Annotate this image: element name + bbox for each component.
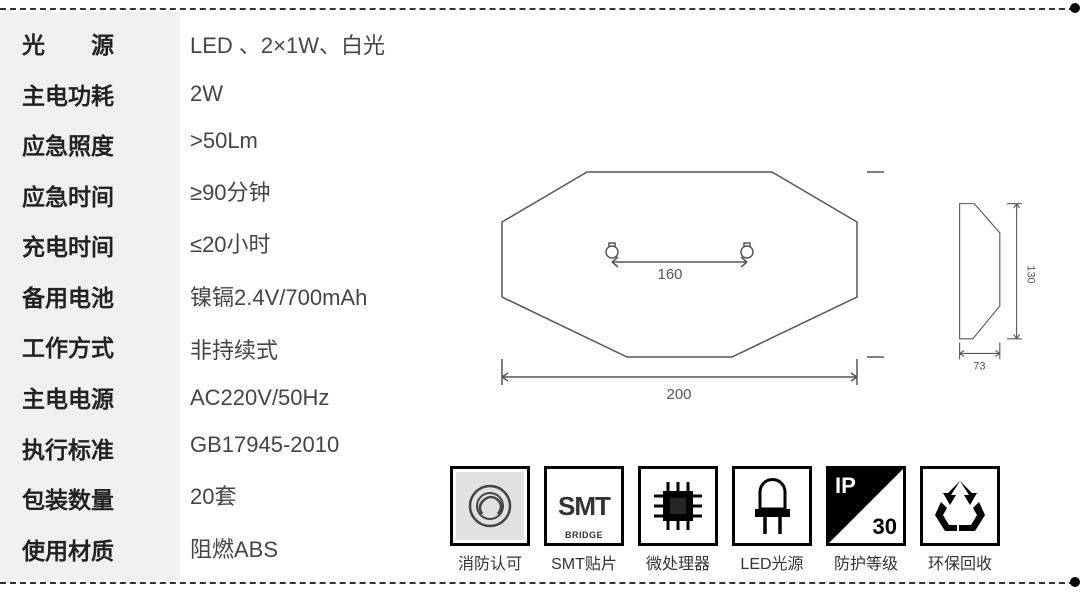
- spec-value: AC220V/50Hz: [190, 385, 430, 411]
- smt-icon: SMT BRIDGE: [544, 466, 624, 546]
- cert-smt: SMT BRIDGE SMT贴片: [544, 466, 624, 574]
- cert-ip-rating: IP 30 防护等级: [826, 466, 906, 574]
- spec-labels-column: 光 源 主电功耗 应急照度 应急时间 充电时间 备用电池 工作方式 主电电源 执…: [0, 12, 180, 580]
- dim-front-width: 200: [666, 386, 691, 403]
- top-divider: [0, 8, 1075, 10]
- spec-label: 备用电池: [22, 279, 162, 313]
- spec-label: 使用材质: [22, 532, 162, 566]
- front-view-diagram: 160 200: [472, 147, 892, 422]
- bottom-divider: [0, 582, 1075, 584]
- spec-value: 阻燃ABS: [190, 532, 430, 564]
- cert-caption: SMT贴片: [551, 550, 617, 574]
- cert-caption: 消防认可: [458, 550, 522, 574]
- spec-value: 2W: [190, 81, 430, 107]
- spec-value: 20套: [190, 479, 430, 511]
- spec-label: 光 源: [22, 26, 162, 60]
- spec-value: 非持续式: [190, 333, 430, 365]
- spec-label: 主电电源: [22, 380, 162, 414]
- cert-caption: 环保回收: [928, 550, 992, 574]
- led-icon: [732, 466, 812, 546]
- dim-side-depth: 73: [973, 361, 985, 373]
- cert-caption: LED光源: [740, 550, 803, 574]
- dim-mount-spacing: 160: [657, 266, 682, 283]
- spec-label: 主电功耗: [22, 77, 162, 111]
- spec-values-column: LED 、2×1W、白光 2W >50Lm ≥90分钟 ≤20小时 镍镉2.4V…: [180, 12, 440, 580]
- side-view-diagram: 73 130: [945, 157, 1040, 422]
- ip-num: 30: [873, 514, 897, 540]
- recycle-icon: [920, 466, 1000, 546]
- cert-fire-approval: 消防认可: [450, 466, 530, 574]
- cert-microprocessor: 微处理器: [638, 466, 718, 574]
- cert-led-source: LED光源: [732, 466, 812, 574]
- spec-value: ≥90分钟: [190, 175, 430, 207]
- spec-label: 包装数量: [22, 481, 162, 515]
- spec-label: 工作方式: [22, 329, 162, 363]
- spec-label: 应急照度: [22, 127, 162, 161]
- cert-caption: 微处理器: [646, 550, 710, 574]
- spec-value: ≤20小时: [190, 227, 430, 259]
- chip-icon: [638, 466, 718, 546]
- diagram-and-cert-area: 160 200 73 130: [440, 12, 1080, 580]
- smt-text: SMT: [558, 491, 610, 522]
- dim-height: 130: [1025, 265, 1037, 283]
- spec-label: 充电时间: [22, 228, 162, 262]
- cert-caption: 防护等级: [834, 550, 898, 574]
- cert-recycling: 环保回收: [920, 466, 1000, 574]
- fire-approval-icon: [450, 466, 530, 546]
- spec-value: GB17945-2010: [190, 432, 430, 458]
- spec-label: 应急时间: [22, 178, 162, 212]
- ip-rating-icon: IP 30: [826, 466, 906, 546]
- certification-row: 消防认可 SMT BRIDGE SMT贴片: [450, 466, 1000, 574]
- content-area: 光 源 主电功耗 应急照度 应急时间 充电时间 备用电池 工作方式 主电电源 执…: [0, 12, 1080, 580]
- bridge-text: BRIDGE: [565, 530, 603, 540]
- spec-value: 镍镉2.4V/700mAh: [190, 280, 430, 312]
- spec-value: LED 、2×1W、白光: [190, 28, 430, 60]
- spec-label: 执行标准: [22, 431, 162, 465]
- spec-value: >50Lm: [190, 128, 430, 154]
